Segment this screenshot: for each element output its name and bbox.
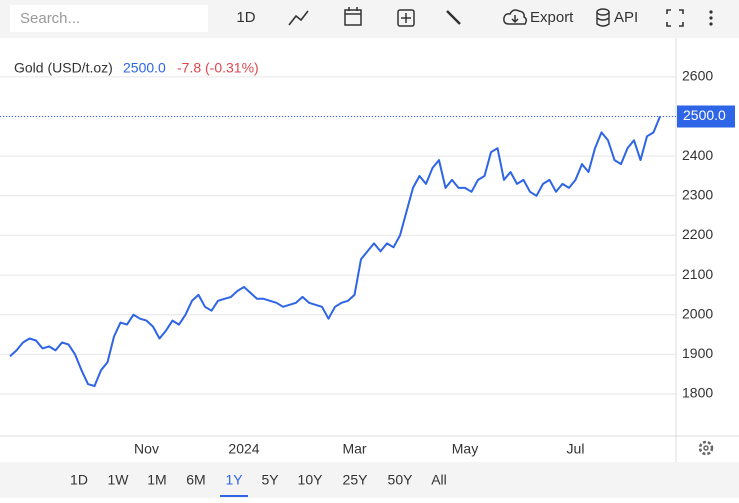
price-line (9, 116, 661, 388)
settings-gear[interactable] (698, 440, 714, 456)
last-price-text: 2500.0 (683, 107, 726, 123)
range-button[interactable]: 5Y (261, 472, 279, 488)
y-tick-label: 2400 (682, 147, 713, 163)
y-tick-label: 2300 (682, 186, 713, 202)
settings-tool-icon[interactable] (446, 10, 461, 25)
x-tick-label: 2024 (228, 441, 259, 457)
range-button[interactable]: 1D (70, 472, 88, 488)
y-tick-label: 2100 (682, 266, 713, 282)
api-button[interactable]: API (614, 9, 638, 26)
range-button[interactable]: All (431, 472, 447, 488)
range-button[interactable]: 25Y (343, 472, 369, 488)
last-price-box (677, 105, 735, 128)
range-button[interactable]: 10Y (298, 472, 324, 488)
y-tick-label: 1900 (682, 345, 713, 361)
y-tick-label: 2600 (682, 68, 713, 84)
range-bar (0, 462, 739, 498)
range-button[interactable]: 1M (147, 472, 166, 488)
export-button[interactable]: Export (530, 9, 574, 26)
search-box[interactable] (10, 5, 208, 32)
range-button[interactable]: 1W (108, 472, 130, 488)
y-tick-label: 2200 (682, 226, 713, 242)
x-tick-label: Nov (134, 441, 159, 457)
export-icon[interactable] (503, 9, 528, 25)
range-button[interactable]: 1Y (225, 472, 243, 488)
line-icon[interactable] (288, 10, 309, 26)
range-button[interactable]: 50Y (388, 472, 414, 488)
range-button[interactable]: 6M (186, 472, 205, 488)
menu-icon[interactable] (709, 10, 713, 26)
x-tick-label: Jul (567, 441, 585, 457)
x-tick-label: May (452, 441, 478, 457)
y-tick-label: 1800 (682, 385, 713, 401)
change-label: -7.8 (-0.31%) (177, 60, 259, 76)
interval-button[interactable]: 1D (236, 9, 255, 26)
search-placeholder: Search... (20, 10, 80, 27)
fullscreen-icon[interactable] (666, 9, 684, 27)
calendar-icon[interactable] (344, 7, 362, 26)
add-icon[interactable] (397, 9, 415, 27)
x-tick-label: Mar (342, 441, 366, 457)
price-label: 2500.0 (123, 60, 166, 76)
y-tick-label: 2000 (682, 305, 713, 321)
api-icon[interactable] (596, 8, 610, 27)
symbol-label: Gold (USD/t.oz) (14, 60, 113, 76)
